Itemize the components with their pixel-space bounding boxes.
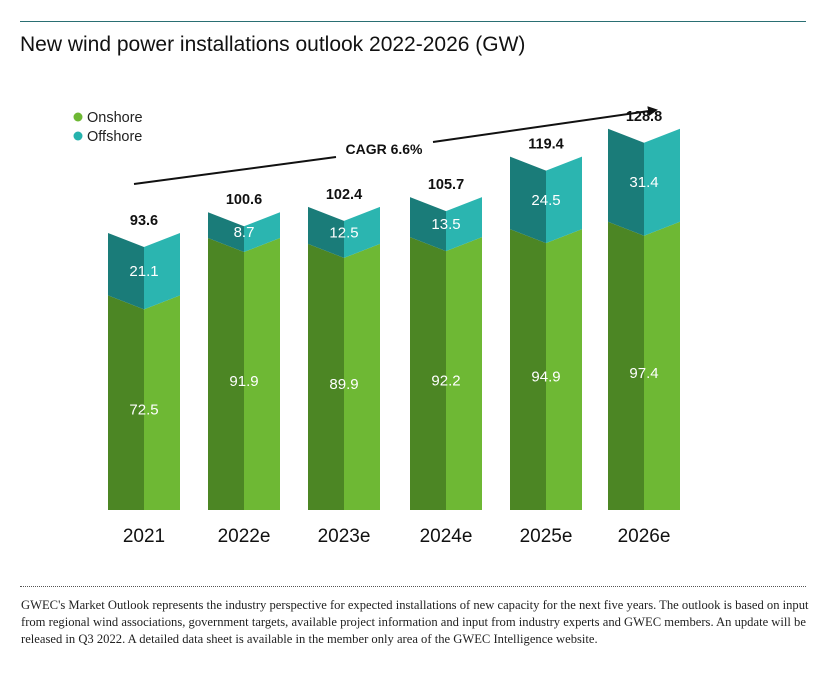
legend: Onshore Offshore <box>73 110 143 145</box>
onshore-bar-left-face <box>608 221 644 511</box>
chart-area: Onshore Offshore CAGR 6.6% 72.5 21.1 93.6 2… <box>73 106 680 547</box>
cagr-annotation: CAGR 6.6% <box>133 106 658 185</box>
total-value-label: 93.6 <box>130 213 158 229</box>
onshore-bar-right-face <box>644 221 680 511</box>
offshore-bar-left-face <box>108 232 144 310</box>
offshore-value-label: 13.5 <box>431 216 460 233</box>
cagr-label: CAGR 6.6% <box>345 141 423 157</box>
onshore-value-label: 89.9 <box>329 376 358 393</box>
onshore-value-label: 91.9 <box>229 373 258 390</box>
offshore-bar-left-face <box>308 206 344 258</box>
offshore-bar-right-face <box>644 128 680 236</box>
year-tick-label: 2021 <box>123 526 165 547</box>
offshore-bar-right-face <box>344 206 380 258</box>
legend-marker-onshore <box>73 112 83 122</box>
offshore-value-label: 8.7 <box>234 224 255 241</box>
footnote-separator <box>20 586 806 587</box>
offshore-bar-right-face <box>546 156 582 244</box>
onshore-bar-left-face <box>308 243 344 510</box>
year-tick-label: 2025e <box>520 526 573 547</box>
total-value-label: 119.4 <box>528 137 564 153</box>
legend-marker-offshore <box>73 131 83 141</box>
year-tick-label: 2022e <box>218 526 271 547</box>
bars: 72.5 21.1 93.6 2021 91.9 8.7 100.6 2022e 89.9 12.… <box>108 109 680 547</box>
top-rule <box>20 21 806 22</box>
cagr-arrow-left <box>133 156 337 185</box>
cagr-arrow-right <box>432 106 658 143</box>
offshore-bar-right-face <box>446 197 482 252</box>
total-value-label: 102.4 <box>326 187 362 203</box>
onshore-bar-left-face <box>208 237 244 510</box>
onshore-bar-right-face <box>144 295 180 510</box>
total-value-label: 105.7 <box>428 177 464 193</box>
offshore-value-label: 12.5 <box>329 224 358 241</box>
offshore-bar-left-face <box>510 156 546 244</box>
offshore-value-label: 21.1 <box>129 263 158 280</box>
page-title: New wind power installations outlook 202… <box>20 33 526 56</box>
offshore-bar-left-face <box>410 197 446 252</box>
offshore-value-label: 24.5 <box>531 192 560 209</box>
footnote-text: GWEC's Market Outlook represents the ind… <box>21 598 809 646</box>
onshore-value-label: 92.2 <box>431 373 460 390</box>
year-tick-label: 2023e <box>318 526 371 547</box>
legend-label-offshore: Offshore <box>87 129 142 145</box>
onshore-bar-right-face <box>546 229 582 510</box>
onshore-value-label: 72.5 <box>129 402 158 419</box>
year-tick-label: 2024e <box>420 526 473 547</box>
onshore-bar-right-face <box>244 237 280 510</box>
offshore-bar-right-face <box>144 232 180 310</box>
onshore-bar-right-face <box>446 237 482 510</box>
offshore-bar-left-face <box>208 212 244 252</box>
legend-label-onshore: Onshore <box>87 110 143 126</box>
total-value-label: 128.8 <box>626 109 662 125</box>
onshore-bar-left-face <box>108 295 144 510</box>
onshore-bar-left-face <box>410 237 446 510</box>
offshore-value-label: 31.4 <box>629 174 658 191</box>
onshore-value-label: 94.9 <box>531 369 560 386</box>
total-value-label: 100.6 <box>226 192 262 208</box>
offshore-bar-right-face <box>244 212 280 252</box>
offshore-bar-left-face <box>608 128 644 236</box>
onshore-bar-right-face <box>344 243 380 510</box>
onshore-bar-left-face <box>510 229 546 510</box>
year-tick-label: 2026e <box>618 526 671 547</box>
onshore-value-label: 97.4 <box>629 365 658 382</box>
